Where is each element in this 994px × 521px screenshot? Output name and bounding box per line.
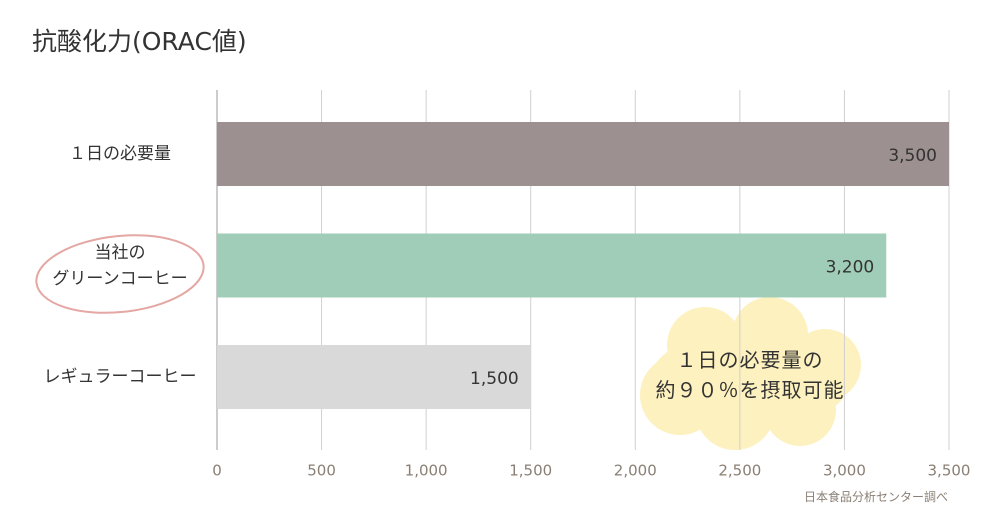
y-tick-label: 当社の グリーンコーヒー — [52, 242, 188, 289]
x-tick-label: 3,500 — [928, 462, 971, 480]
x-tick-label: 2,500 — [718, 462, 761, 480]
cloud — [640, 297, 861, 450]
x-tick-label: 500 — [307, 462, 336, 480]
value-label: 1,500 — [470, 369, 519, 389]
source: 日本食品分析センター調べ — [803, 490, 948, 504]
y-tick-label: １日の必要量 — [69, 144, 171, 164]
chart-title: 抗酸化力(ORAC値) — [32, 27, 247, 56]
bar — [217, 345, 531, 409]
bar — [217, 233, 887, 298]
annotation: １日の必要量の 約９０％を摂取可能 — [655, 348, 845, 402]
value-label: 3,200 — [826, 258, 875, 278]
bar — [217, 122, 949, 186]
y-tick-label: レギュラーコーヒー — [43, 367, 197, 387]
value-label: 3,500 — [888, 146, 937, 166]
x-tick-label: 1,500 — [509, 462, 552, 480]
x-tick-label: 0 — [212, 462, 222, 480]
x-tick-label: 2,000 — [614, 462, 657, 480]
x-tick-label: 1,000 — [405, 462, 448, 480]
x-tick-label: 3,000 — [823, 462, 866, 480]
highlight-circle — [35, 234, 205, 314]
